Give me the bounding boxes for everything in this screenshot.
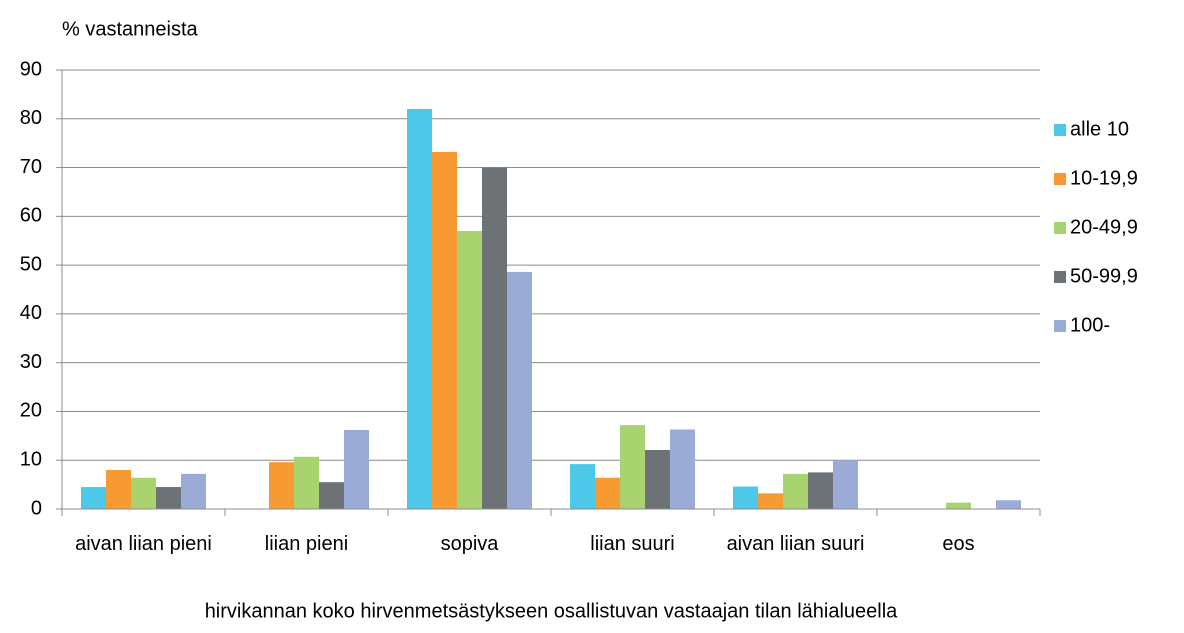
bar	[432, 151, 457, 510]
bar	[833, 460, 858, 509]
x-tick-label: aivan liian suuri	[726, 533, 865, 555]
legend-swatch	[1054, 222, 1066, 234]
y-axis-title: % vastanneista	[62, 18, 199, 40]
bar	[407, 109, 432, 510]
legend-label: alle 10	[1070, 118, 1129, 140]
y-tick-label: 80	[20, 107, 42, 129]
bar	[507, 271, 532, 509]
legend-swatch	[1054, 271, 1066, 283]
y-tick-label: 70	[20, 156, 42, 178]
legend-swatch	[1054, 320, 1066, 332]
bar	[269, 462, 294, 509]
bar	[783, 473, 808, 509]
bar	[620, 425, 645, 509]
x-tick-label: aivan liian pieni	[75, 533, 212, 555]
bar	[758, 493, 783, 509]
bar	[181, 473, 206, 509]
bar	[106, 469, 131, 509]
legend-label: 20-49,9	[1070, 216, 1138, 238]
bar	[457, 230, 482, 509]
bar	[570, 464, 595, 509]
bar	[733, 486, 758, 509]
bar	[946, 502, 971, 509]
y-tick-label: 10	[20, 449, 42, 471]
y-tick-label: 50	[20, 253, 42, 275]
legend-swatch	[1054, 173, 1066, 185]
bar	[595, 477, 620, 509]
y-tick-label: 30	[20, 351, 42, 373]
y-tick-label: 20	[20, 400, 42, 422]
legend-swatch	[1054, 124, 1066, 136]
legend-label: 50-99,9	[1070, 265, 1138, 287]
bar	[131, 477, 156, 509]
bar	[344, 429, 369, 509]
bar	[81, 487, 106, 509]
bar	[156, 487, 181, 509]
x-tick-label: eos	[942, 533, 975, 555]
bar	[482, 167, 507, 510]
bar	[319, 482, 344, 509]
bar	[996, 500, 1021, 509]
y-tick-label: 40	[20, 302, 42, 324]
bar	[670, 429, 695, 509]
bar	[645, 449, 670, 509]
x-tick-label: liian pieni	[264, 533, 349, 555]
legend-label: 10-19,9	[1070, 167, 1138, 189]
bar	[808, 472, 833, 509]
legend-label: 100-	[1070, 314, 1110, 336]
y-tick-label: 90	[20, 58, 42, 80]
y-tick-label: 0	[31, 497, 42, 519]
y-tick-label: 60	[20, 205, 42, 227]
x-axis-title: hirvikannan koko hirvenmetsästykseen osa…	[205, 600, 898, 622]
bar	[294, 456, 319, 509]
x-tick-label: sopiva	[440, 533, 499, 555]
x-tick-label: liian suuri	[590, 533, 675, 555]
